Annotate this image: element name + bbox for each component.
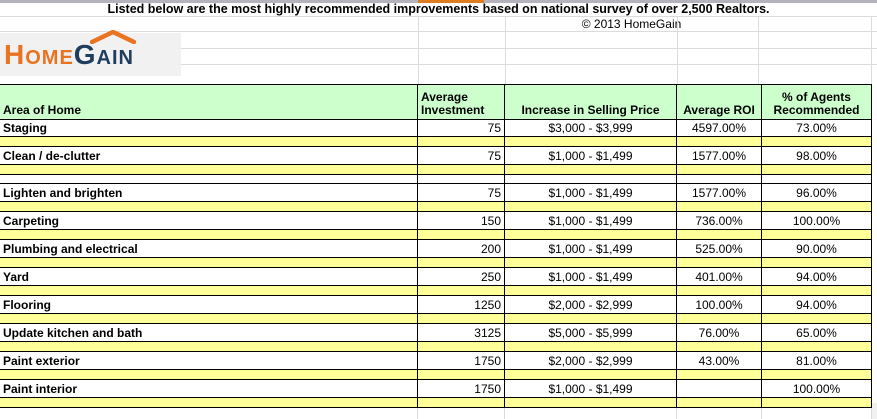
cell-agents[interactable]: 73.00% (762, 120, 872, 136)
cell-investment[interactable]: 75 (418, 120, 505, 136)
cell-area[interactable]: Paint exterior (0, 352, 418, 369)
cell-investment[interactable]: 1750 (418, 380, 505, 397)
cell-price[interactable]: $5,000 - $5,999 (505, 324, 677, 341)
header-average-roi[interactable]: Average ROI (677, 85, 762, 119)
table-row-paint-exterior: Paint exterior 1750 $2,000 - $2,999 43.0… (0, 352, 872, 370)
roof-icon (89, 29, 136, 44)
logo-home-text: Home (4, 38, 74, 70)
gridline (0, 64, 877, 65)
cell-investment[interactable]: 200 (418, 240, 505, 257)
cell-agents[interactable]: 81.00% (762, 352, 872, 369)
cell-area[interactable]: Staging (0, 120, 418, 136)
cell-roi[interactable]: 525.00% (677, 240, 762, 257)
cell-price[interactable]: $1,000 - $1,499 (505, 380, 677, 397)
cell-roi[interactable]: 1577.00% (677, 184, 762, 201)
gridline (0, 16, 877, 17)
table-row-staging: Staging 75 $3,000 - $3,999 4597.00% 73.0… (0, 120, 872, 137)
cell-roi[interactable] (677, 380, 762, 397)
separator-row (0, 230, 872, 240)
cell-agents[interactable]: 90.00% (762, 240, 872, 257)
cell-agents[interactable]: 100.00% (762, 212, 872, 229)
cell-agents[interactable]: 98.00% (762, 147, 872, 164)
cell-investment[interactable]: 250 (418, 268, 505, 285)
cell-investment[interactable]: 150 (418, 212, 505, 229)
cell-price[interactable]: $2,000 - $2,999 (505, 352, 677, 369)
table-row-update-kitchen-bath: Update kitchen and bath 3125 $5,000 - $5… (0, 324, 872, 342)
header-average-investment[interactable]: Average Investment (418, 85, 505, 119)
gridline (505, 16, 506, 84)
table-row-paint-interior: Paint interior 1750 $1,000 - $1,499 100.… (0, 380, 872, 398)
cell-area[interactable]: Carpeting (0, 212, 418, 229)
table-row-clean-declutter: Clean / de-clutter 75 $1,000 - $1,499 15… (0, 147, 872, 165)
cell-roi[interactable]: 100.00% (677, 296, 762, 313)
gridline (0, 31, 877, 32)
cell-price[interactable]: $1,000 - $1,499 (505, 212, 677, 229)
empty-grid-row (0, 408, 872, 419)
gridline (0, 48, 877, 49)
homegain-logo: Home Gain (0, 29, 181, 76)
cell-price[interactable]: $3,000 - $3,999 (505, 120, 677, 136)
gridline (871, 16, 872, 84)
homegain-logo-text: Home Gain (4, 29, 136, 70)
cell-price[interactable]: $2,000 - $2,999 (505, 296, 677, 313)
cell-area[interactable]: Lighten and brighten (0, 184, 418, 201)
cell-agents[interactable]: 94.00% (762, 268, 872, 285)
separator-row (0, 165, 872, 175)
separator-row (0, 370, 872, 380)
clipped-orange-cell (418, 0, 484, 3)
cell-roi[interactable]: 43.00% (677, 352, 762, 369)
cell-investment[interactable]: 3125 (418, 324, 505, 341)
cell-roi[interactable]: 1577.00% (677, 147, 762, 164)
cell-roi[interactable]: 736.00% (677, 212, 762, 229)
cell-area[interactable]: Clean / de-clutter (0, 147, 418, 164)
cell-area[interactable]: Paint interior (0, 380, 418, 397)
cell-agents[interactable]: 96.00% (762, 184, 872, 201)
separator-row (0, 202, 872, 212)
cell-investment[interactable]: 1250 (418, 296, 505, 313)
cell-agents[interactable]: 94.00% (762, 296, 872, 313)
cell-price[interactable]: $1,000 - $1,499 (505, 240, 677, 257)
banner-title: Listed below are the most highly recomme… (107, 2, 770, 16)
cell-roi[interactable]: 401.00% (677, 268, 762, 285)
gridline (418, 16, 419, 84)
gridline (758, 16, 759, 84)
separator-row (0, 258, 872, 268)
improvements-table: Area of Home Average Investment Increase… (0, 84, 872, 419)
separator-row (0, 398, 872, 408)
cell-investment[interactable]: 75 (418, 147, 505, 164)
gridline (677, 16, 678, 84)
cell-area[interactable]: Flooring (0, 296, 418, 313)
table-row-lighten-brighten: Lighten and brighten 75 $1,000 - $1,499 … (0, 184, 872, 202)
cell-agents[interactable]: 100.00% (762, 380, 872, 397)
separator-row (0, 137, 872, 147)
cell-roi[interactable]: 4597.00% (677, 120, 762, 136)
cell-investment[interactable]: 75 (418, 184, 505, 201)
logo-gain-text: Gain (73, 38, 135, 70)
cell-price[interactable]: $1,000 - $1,499 (505, 184, 677, 201)
separator-row (0, 286, 872, 296)
cell-roi[interactable]: 76.00% (677, 324, 762, 341)
cell-investment[interactable]: 1750 (418, 352, 505, 369)
spacer-row (0, 175, 872, 184)
table-row-yard: Yard 250 $1,000 - $1,499 401.00% 94.00% (0, 268, 872, 286)
header-area-of-home[interactable]: Area of Home (0, 85, 418, 119)
header-agents-recommended[interactable]: % of Agents Recommended (762, 85, 872, 119)
cell-area[interactable]: Update kitchen and bath (0, 324, 418, 341)
cell-area[interactable]: Plumbing and electrical (0, 240, 418, 257)
table-row-plumbing-electrical: Plumbing and electrical 200 $1,000 - $1,… (0, 240, 872, 258)
separator-row (0, 342, 872, 352)
cell-agents[interactable]: 65.00% (762, 324, 872, 341)
table-row-carpeting: Carpeting 150 $1,000 - $1,499 736.00% 10… (0, 212, 872, 230)
table-row-flooring: Flooring 1250 $2,000 - $2,999 100.00% 94… (0, 296, 872, 314)
table-header-row: Area of Home Average Investment Increase… (0, 84, 872, 120)
header-increase-selling-price[interactable]: Increase in Selling Price (505, 85, 677, 119)
separator-row (0, 314, 872, 324)
copyright-text: © 2013 HomeGain (581, 17, 682, 31)
cell-area[interactable]: Yard (0, 268, 418, 285)
cell-price[interactable]: $1,000 - $1,499 (505, 268, 677, 285)
cell-price[interactable]: $1,000 - $1,499 (505, 147, 677, 164)
